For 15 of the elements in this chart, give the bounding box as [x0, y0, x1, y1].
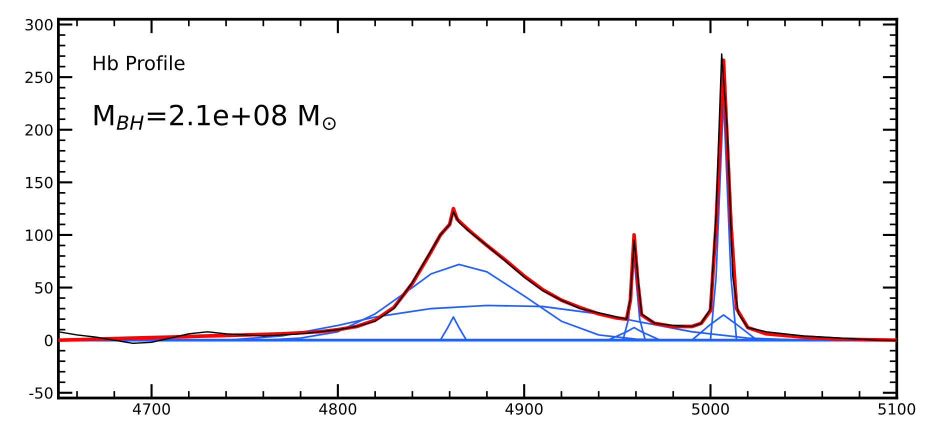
annotation: M$_{BH}$=2.1e+08 M$_{⊙}$ [94, 104, 336, 130]
x-tick-label: 4800 [319, 403, 356, 415]
annotation: Hb Profile [94, 55, 184, 70]
x-tick-label: 4900 [505, 403, 543, 415]
y-tick-label: 0 [44, 334, 53, 346]
y-tick-label: 250 [26, 72, 53, 84]
x-tick-label: 5100 [878, 403, 916, 415]
y-tick-label: -50 [29, 387, 53, 399]
x-tick-label: 4700 [132, 403, 170, 415]
y-tick-label: 150 [26, 176, 53, 188]
y-tick-label: 100 [26, 229, 53, 241]
x-tick-label: 5000 [692, 403, 729, 415]
y-tick-label: 50 [35, 282, 53, 294]
y-tick-label: 200 [26, 124, 53, 136]
y-tick-label: 300 [26, 18, 53, 31]
